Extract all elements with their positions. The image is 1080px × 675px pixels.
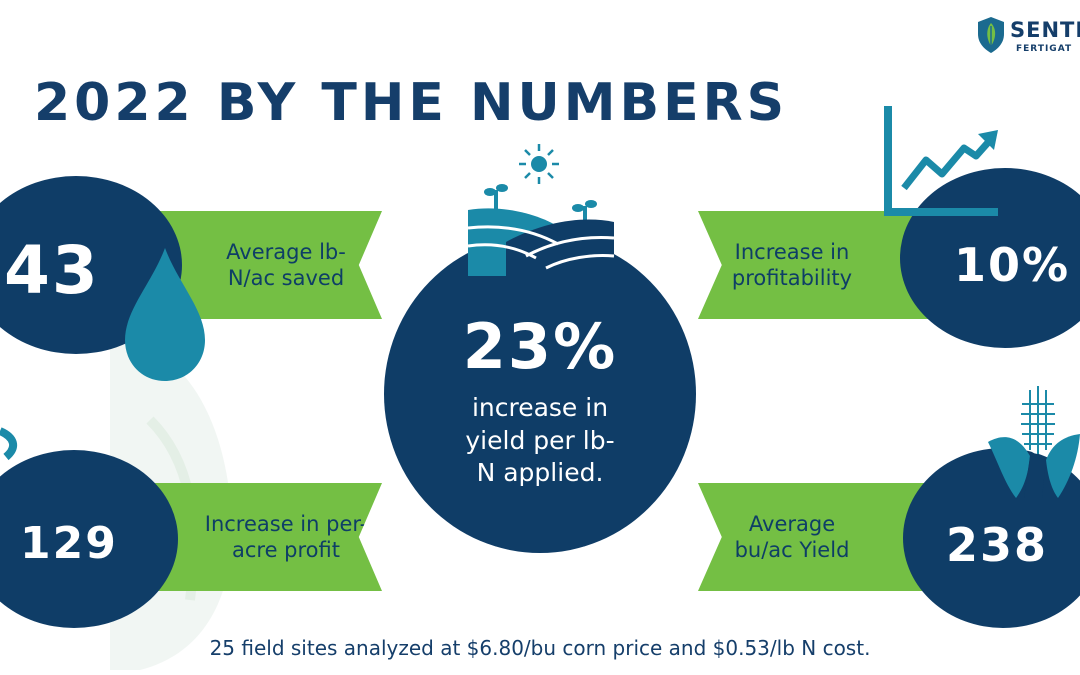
stat-label-profit: Increase in per-acre profit xyxy=(204,511,368,562)
stat-value-profit: 129 xyxy=(20,518,118,569)
stat-label-yield-per-lbn: increase in yield per lb-N applied. xyxy=(465,393,615,487)
stat-banner-profit: Increase in per-acre profit xyxy=(150,483,382,591)
corn-icon xyxy=(988,386,1080,498)
footnote: 25 field sites analyzed at $6.80/bu corn… xyxy=(209,636,871,660)
stat-circle-yield-per-lbn xyxy=(384,235,696,553)
brand-logo: SENTI FERTIGAT xyxy=(976,14,1080,58)
stat-value-avg-yield: 238 xyxy=(946,518,1049,572)
stat-label-profitability: Increase in profitability xyxy=(731,239,853,290)
stat-circle-profit xyxy=(0,450,178,628)
farm-field-icon xyxy=(467,184,615,276)
stat-banner-avg-yield: Average bu/ac Yield xyxy=(698,483,936,591)
stat-label-lbn-saved: Average lb-N/ac saved xyxy=(226,239,346,290)
shield-leaf-logo-icon xyxy=(978,17,1004,53)
stat-banner-profitability: Increase in profitability xyxy=(698,211,936,319)
sun-icon xyxy=(519,144,559,184)
brand-subtitle: FERTIGAT xyxy=(1016,44,1073,54)
stat-value-profitability: 10% xyxy=(954,238,1071,292)
stat-circle-profitability xyxy=(900,168,1080,348)
stat-value-lbn-saved: 43 xyxy=(4,232,100,309)
water-drop-icon xyxy=(125,248,205,381)
brand-name: SENTI xyxy=(1010,18,1080,42)
stat-label-avg-yield: Average bu/ac Yield xyxy=(734,511,850,562)
page-title: 2022 BY THE NUMBERS xyxy=(34,73,789,133)
growth-chart-icon xyxy=(884,106,998,216)
stat-value-yield-per-lbn: 23% xyxy=(462,310,618,383)
